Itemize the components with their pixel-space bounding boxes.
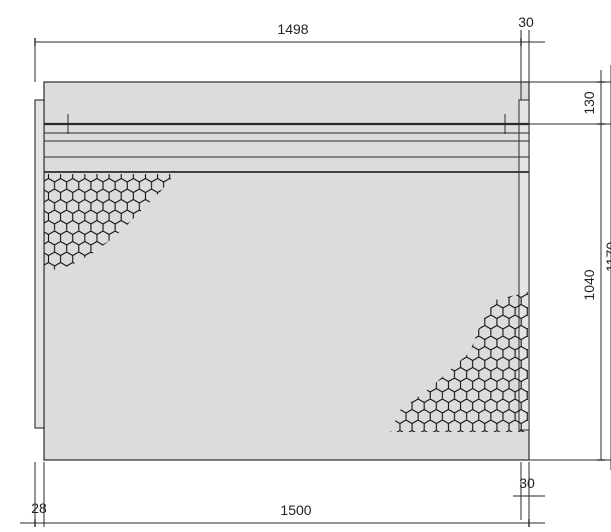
dimension-bottom-width — [20, 462, 545, 527]
top-rails — [44, 114, 529, 173]
dim-label-right-mid-height: 1040 — [581, 269, 597, 300]
dim-label-top-right-offset: 30 — [518, 14, 534, 30]
dim-label-bottom-left-offset: 28 — [31, 500, 47, 516]
dim-label-bottom-width: 1500 — [280, 502, 311, 518]
dim-label-right-top-height: 130 — [581, 91, 597, 115]
dim-label-bottom-right-offset: 30 — [519, 475, 535, 491]
dimension-right-heights — [529, 65, 611, 470]
dimension-top-width — [34, 30, 545, 100]
dim-label-right-total-partial: 1170 — [603, 242, 611, 272]
dim-label-top-width: 1498 — [277, 21, 308, 37]
left-edge-strip — [34, 99, 45, 429]
